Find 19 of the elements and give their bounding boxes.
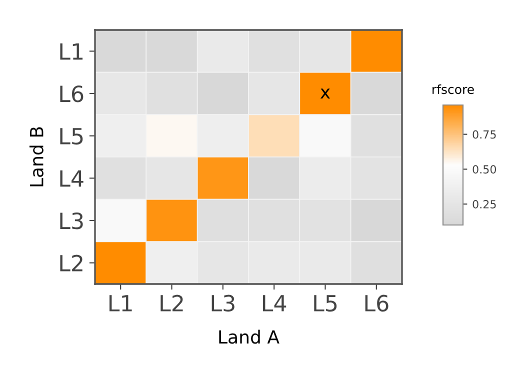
x-tick-label: L3 xyxy=(212,294,234,312)
y-axis-title: Land B xyxy=(29,127,44,186)
y-tick-label: L3 xyxy=(60,212,83,230)
color-bar-title: rfscore xyxy=(432,84,474,94)
x-tick-label: L4 xyxy=(263,295,286,312)
data-label: x xyxy=(320,88,330,98)
x-tick-label: L2 xyxy=(160,294,183,312)
y-tick-label: L5 xyxy=(60,128,83,145)
y-tick-label: L4 xyxy=(60,170,84,187)
x-tick-label: L5 xyxy=(314,295,337,312)
y-tick-label: L2 xyxy=(60,254,82,272)
x-axis-title: Land A xyxy=(219,330,280,344)
color-bar-label: 0.50 xyxy=(472,165,496,174)
x-tick-label: L6 xyxy=(365,294,388,312)
y-tick-label: L6 xyxy=(60,85,84,102)
color-bar-label: 0.75 xyxy=(472,130,496,139)
color-bar-label: 0.25 xyxy=(472,200,496,208)
x-tick-label: L1 xyxy=(110,295,132,312)
y-tick-label: L1 xyxy=(60,43,83,60)
